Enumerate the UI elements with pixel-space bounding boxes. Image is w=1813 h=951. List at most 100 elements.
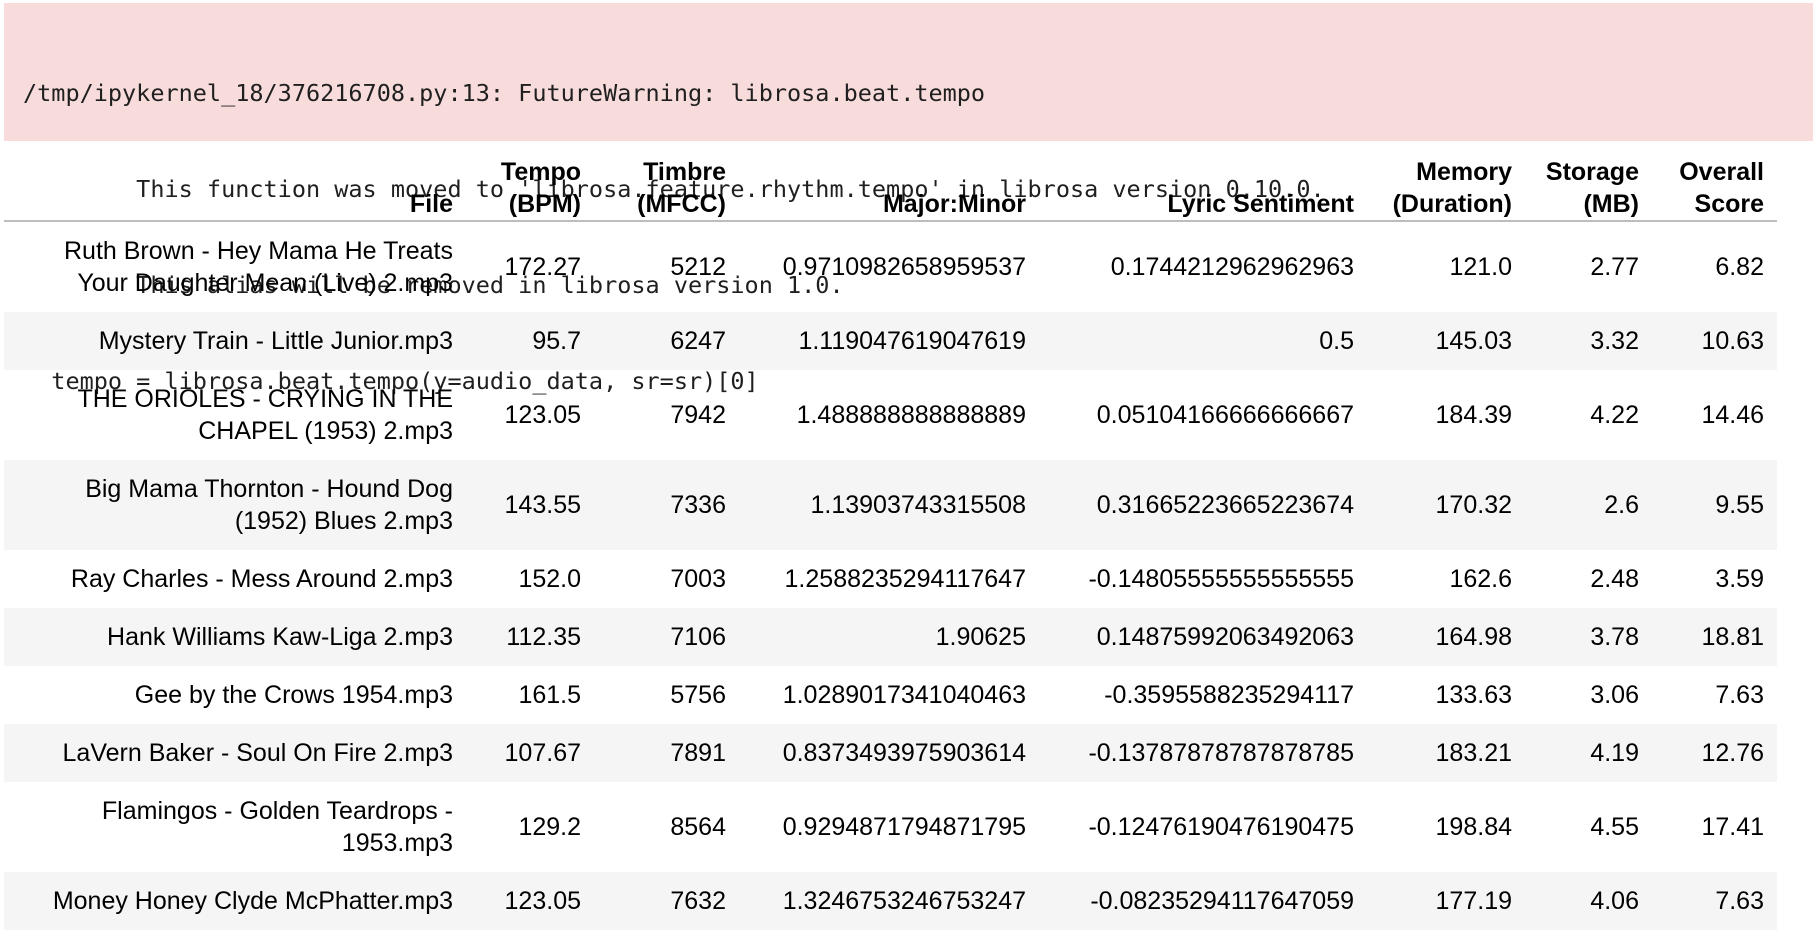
column-header-line: File [409,190,453,218]
file-name-line: Mystery Train - Little Junior.mp3 [98,327,453,355]
cell-sentiment: 0.31665223665223674 [1096,491,1354,519]
file-name-line: CHAPEL (1953) 2.mp3 [198,417,453,445]
warning-line: /tmp/ipykernel_18/376216708.py:13: Futur… [23,79,986,107]
cell-timbre: 7891 [670,739,726,767]
table-row: Flamingos - Golden Teardrops - 1953.mp3 12… [4,782,1777,872]
cell-memory: 164.98 [1435,623,1512,651]
cell-memory: 121.0 [1449,253,1512,281]
cell-timbre: 7336 [670,491,726,519]
file-name-line: Big Mama Thornton - Hound Dog [85,475,453,503]
cell-memory: 170.32 [1435,491,1512,519]
cell-storage: 3.78 [1590,623,1639,651]
cell-file: Mystery Train - Little Junior.mp3 [4,312,466,370]
cell-storage: 4.06 [1590,887,1639,915]
cell-tempo: 123.05 [504,401,581,429]
cell-score: 17.41 [1701,813,1764,841]
header-row: File Tempo (BPM) Timbre (MFCC) Major:Minor Lyr… [4,141,1777,222]
cell-file: Big Mama Thornton - Hound Dog (1952) Blue… [4,460,466,550]
column-header-line: (BPM) [508,190,581,218]
table-row: THE ORIOLES - CRYING IN THE CHAPEL (1953)… [4,370,1777,460]
column-header-overall-score: Overall Score [1652,141,1777,222]
cell-file: THE ORIOLES - CRYING IN THE CHAPEL (1953)… [4,370,466,460]
cell-tempo: 123.05 [504,887,581,915]
cell-sentiment: -0.14805555555555555 [1088,565,1354,593]
column-header-line: Storage [1545,158,1639,186]
cell-score: 9.55 [1715,491,1764,519]
cell-score: 6.82 [1715,253,1764,281]
cell-memory: 177.19 [1435,887,1512,915]
cell-major-minor: 0.9294871794871795 [782,813,1026,841]
cell-file: LaVern Baker - Soul On Fire 2.mp3 [4,724,466,782]
column-header-timbre: Timbre (MFCC) [594,141,739,222]
cell-storage: 3.06 [1590,681,1639,709]
cell-score: 18.81 [1701,623,1764,651]
file-name-line: Hank Williams Kaw-Liga 2.mp3 [107,623,453,651]
file-name-line: Ray Charles - Mess Around 2.mp3 [70,565,453,593]
cell-tempo: 95.7 [532,327,581,355]
column-header-line: (MFCC) [637,190,726,218]
cell-major-minor: 1.0289017341040463 [782,681,1026,709]
cell-major-minor: 1.13903743315508 [810,491,1026,519]
cell-file: Gee by the Crows 1954.mp3 [4,666,466,724]
cell-storage: 2.6 [1604,491,1639,519]
cell-timbre: 7106 [670,623,726,651]
column-header-line: Tempo [500,158,581,186]
cell-file: Money Honey Clyde McPhatter.mp3 [4,872,466,930]
cell-tempo: 107.67 [504,739,581,767]
dataframe-output: File Tempo (BPM) Timbre (MFCC) Major:Minor Lyr… [4,141,1777,930]
cell-major-minor: 0.8373493975903614 [782,739,1026,767]
cell-tempo: 129.2 [518,813,581,841]
table-row: Ruth Brown - Hey Mama He Treats Your Daug… [4,221,1777,312]
cell-major-minor: 1.488888888888889 [796,401,1026,429]
cell-sentiment: 0.5 [1319,327,1354,355]
cell-sentiment: 0.05104166666666667 [1096,401,1354,429]
cell-sentiment: 0.1744212962962963 [1110,253,1354,281]
column-header-line: Timbre [643,158,726,186]
table-header: File Tempo (BPM) Timbre (MFCC) Major:Minor Lyr… [4,141,1777,222]
cell-file: Flamingos - Golden Teardrops - 1953.mp3 [4,782,466,872]
cell-timbre: 7942 [670,401,726,429]
table-row: Money Honey Clyde McPhatter.mp3 123.05 763… [4,872,1777,930]
cell-memory: 198.84 [1435,813,1512,841]
file-name-line: Gee by the Crows 1954.mp3 [134,681,453,709]
column-header-memory: Memory (Duration) [1367,141,1525,222]
table-body: Ruth Brown - Hey Mama He Treats Your Daug… [4,221,1777,930]
cell-sentiment: -0.12476190476190475 [1088,813,1354,841]
table-row: Gee by the Crows 1954.mp3 161.5 5756 1.0289… [4,666,1777,724]
cell-file: Hank Williams Kaw-Liga 2.mp3 [4,608,466,666]
column-header-line: (MB) [1583,190,1639,218]
results-table: File Tempo (BPM) Timbre (MFCC) Major:Minor Lyr… [4,141,1777,930]
column-header-lyric-sentiment: Lyric Sentiment [1039,141,1367,222]
cell-memory: 162.6 [1449,565,1512,593]
cell-timbre: 5212 [670,253,726,281]
cell-storage: 2.48 [1590,565,1639,593]
cell-memory: 133.63 [1435,681,1512,709]
cell-score: 10.63 [1701,327,1764,355]
column-header-storage: Storage (MB) [1525,141,1652,222]
cell-memory: 145.03 [1435,327,1512,355]
cell-score: 7.63 [1715,887,1764,915]
cell-file: Ruth Brown - Hey Mama He Treats Your Daug… [4,221,466,312]
cell-memory: 183.21 [1435,739,1512,767]
file-name-line: Ruth Brown - Hey Mama He Treats [63,237,453,265]
cell-timbre: 6247 [670,327,726,355]
cell-timbre: 7003 [670,565,726,593]
cell-major-minor: 1.2588235294117647 [784,565,1026,593]
cell-timbre: 8564 [670,813,726,841]
column-header-line: Lyric Sentiment [1167,190,1354,218]
cell-storage: 4.22 [1590,401,1639,429]
warning-line: This alias will be removed in librosa ve… [23,271,844,299]
cell-major-minor: 1.90625 [935,623,1026,651]
cell-sentiment: -0.08235294117647059 [1090,887,1354,915]
cell-major-minor: 1.119047619047619 [798,327,1026,355]
cell-tempo: 143.55 [504,491,581,519]
cell-timbre: 7632 [670,887,726,915]
column-header-file: File [4,141,466,222]
file-name-line: Flamingos - Golden Teardrops - [101,797,453,825]
warning-line: tempo = librosa.beat.tempo(y=audio_data,… [23,367,759,395]
cell-score: 3.59 [1715,565,1764,593]
cell-memory: 184.39 [1435,401,1512,429]
cell-file: Ray Charles - Mess Around 2.mp3 [4,550,466,608]
cell-sentiment: -0.3595588235294117 [1104,681,1354,709]
table-row: Hank Williams Kaw-Liga 2.mp3 112.35 7106 1.… [4,608,1777,666]
